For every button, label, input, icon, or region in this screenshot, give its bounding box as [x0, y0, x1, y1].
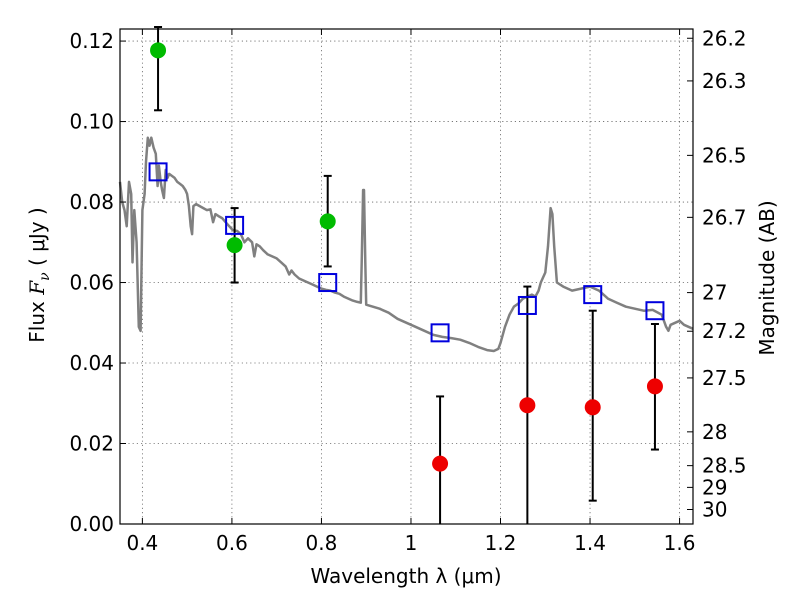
plot-frame: [119, 28, 694, 525]
y-tick-label: 0.04: [69, 351, 114, 375]
magnitude-tick-label: 26.7: [702, 205, 747, 229]
x-tick-label: 0.6: [216, 531, 248, 555]
x-tick-label: 1.2: [485, 531, 517, 555]
y-label-prefix: Flux: [25, 295, 49, 343]
spectrum-line: [118, 136, 694, 353]
y-label-symbol: F: [25, 280, 49, 296]
data-point-low-significance: [584, 399, 601, 416]
data-point-low-significance: [432, 455, 449, 472]
data-point-model-photometry: [583, 285, 603, 305]
y-tick-label: 0.06: [69, 271, 114, 295]
data-point-model-photometry: [430, 323, 450, 343]
magnitude-tick-label: 28: [702, 420, 727, 444]
data-point-detections: [150, 42, 167, 59]
y-tick-label: 0.02: [69, 432, 114, 456]
y-axis-label-right: Magnitude (AB): [755, 200, 779, 355]
data-point-model-photometry: [645, 301, 665, 321]
magnitude-tick-label: 30: [702, 498, 727, 522]
magnitude-tick-label: 28.5: [702, 454, 747, 478]
y-tick-label: 0.10: [69, 110, 114, 134]
y-label-subscript: ν: [37, 272, 53, 281]
markers-layer: [148, 42, 665, 472]
data-point-low-significance: [646, 378, 663, 395]
magnitude-tick-label: 29: [702, 475, 727, 499]
x-axis-label: Wavelength λ (μm): [310, 564, 501, 588]
y-tick-label: 0.08: [69, 190, 114, 214]
y-tick-label: 0.12: [69, 29, 114, 53]
x-tick-label: 1.4: [574, 531, 606, 555]
data-point-model-photometry: [148, 162, 168, 182]
y-label-suffix: ( μJy ): [25, 207, 49, 272]
data-point-detections: [319, 213, 336, 230]
ticks-layer: [120, 29, 693, 525]
y-tick-label: 0.00: [69, 512, 114, 536]
magnitude-tick-label: 26.5: [702, 143, 747, 167]
magnitude-tick-label: 26.3: [702, 69, 747, 93]
magnitude-tick-label: 27.5: [702, 366, 747, 390]
data-point-model-photometry: [225, 215, 245, 235]
magnitude-tick-label: 27: [702, 281, 727, 305]
x-tick-label: 1: [405, 531, 418, 555]
x-tick-label: 0.4: [126, 531, 158, 555]
y-axis-label-left: Flux Fν ( μJy ): [25, 207, 53, 342]
data-point-model-photometry: [318, 273, 338, 293]
tick-labels-layer: 0.4 0.6 0.8 1 1.2 1.4 1.6 0.00 0.02 0.04 0.06 0.08 0…: [69, 26, 746, 555]
data-point-model-photometry: [517, 295, 537, 315]
spectrum-layer: [118, 136, 694, 353]
magnitude-tick-label: 27.2: [702, 319, 747, 343]
data-point-low-significance: [519, 397, 536, 414]
magnitude-tick-label: 26.2: [702, 26, 747, 50]
data-point-detections: [226, 237, 243, 254]
x-tick-label: 1.6: [664, 531, 696, 555]
x-tick-label: 0.8: [306, 531, 338, 555]
